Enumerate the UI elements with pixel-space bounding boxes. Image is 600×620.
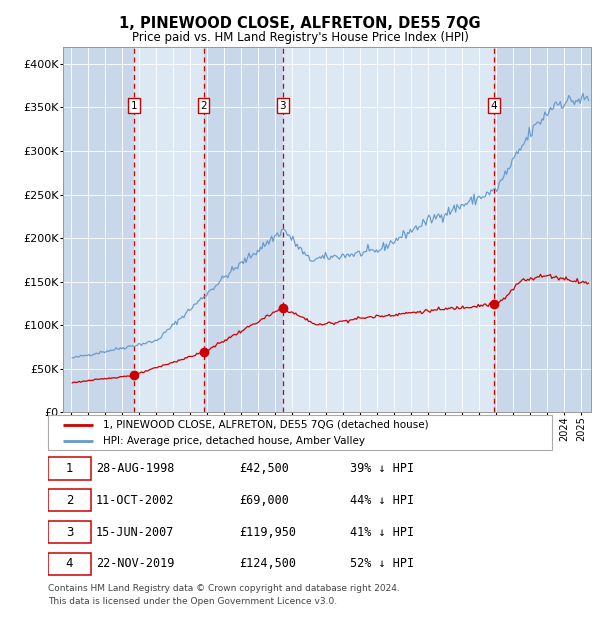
Text: 15-JUN-2007: 15-JUN-2007 [96,526,174,539]
Text: 2: 2 [65,494,73,507]
Text: 1: 1 [65,462,73,475]
Text: £124,500: £124,500 [239,557,296,570]
Text: 41% ↓ HPI: 41% ↓ HPI [350,526,415,539]
FancyBboxPatch shape [48,489,91,511]
Text: 3: 3 [280,100,286,111]
Text: 3: 3 [66,526,73,539]
Text: 2: 2 [200,100,207,111]
Bar [134,46,203,412]
Bar [63,46,134,412]
Text: 11-OCT-2002: 11-OCT-2002 [96,494,174,507]
Text: Price paid vs. HM Land Registry's House Price Index (HPI): Price paid vs. HM Land Registry's House … [131,31,469,44]
Text: £119,950: £119,950 [239,526,296,539]
Text: 52% ↓ HPI: 52% ↓ HPI [350,557,415,570]
Text: 28-AUG-1998: 28-AUG-1998 [96,462,174,475]
FancyBboxPatch shape [48,458,91,480]
Text: 4: 4 [65,557,73,570]
Text: 22-NOV-2019: 22-NOV-2019 [96,557,174,570]
Text: 39% ↓ HPI: 39% ↓ HPI [350,462,415,475]
Text: 1, PINEWOOD CLOSE, ALFRETON, DE55 7QG: 1, PINEWOOD CLOSE, ALFRETON, DE55 7QG [119,16,481,30]
Text: 1, PINEWOOD CLOSE, ALFRETON, DE55 7QG (detached house): 1, PINEWOOD CLOSE, ALFRETON, DE55 7QG (d… [103,420,429,430]
Text: £69,000: £69,000 [239,494,289,507]
FancyBboxPatch shape [48,552,91,575]
Text: 1: 1 [130,100,137,111]
FancyBboxPatch shape [48,521,91,543]
Bar [494,46,591,412]
Text: Contains HM Land Registry data © Crown copyright and database right 2024.
This d: Contains HM Land Registry data © Crown c… [48,584,400,606]
Bar [203,46,283,412]
Bar [283,46,494,412]
Text: £42,500: £42,500 [239,462,289,475]
Text: 44% ↓ HPI: 44% ↓ HPI [350,494,415,507]
FancyBboxPatch shape [48,415,552,450]
Text: HPI: Average price, detached house, Amber Valley: HPI: Average price, detached house, Ambe… [103,436,365,446]
Text: 4: 4 [491,100,497,111]
